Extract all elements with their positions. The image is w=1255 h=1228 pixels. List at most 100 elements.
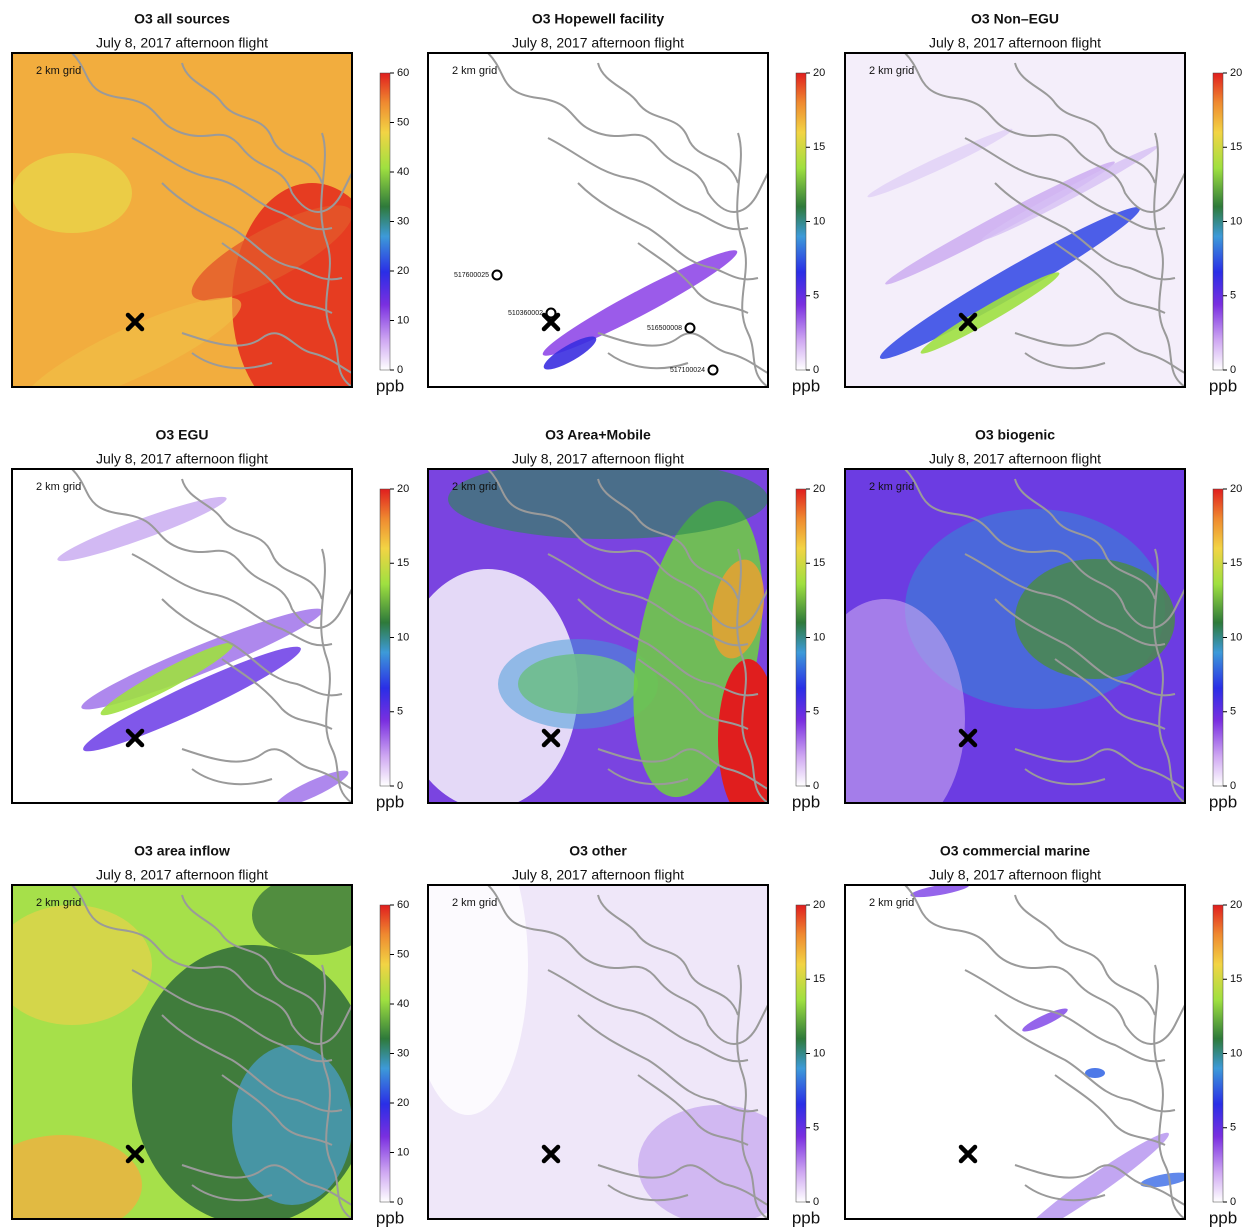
grid-label: 2 km grid [36,481,81,493]
grid-label: 2 km grid [36,897,81,909]
colorbar-tick-label: 10 [1230,215,1242,227]
map [845,469,1185,803]
panel: O3 EGU July 8, 2017 afternoon flight 2 km … [11,427,409,811]
colorbar-unit: ppb [376,1208,404,1227]
concentration-region [1085,1068,1105,1078]
colorbar [795,488,807,787]
concentration-region [12,153,132,233]
site-label: 516500008 [647,325,682,332]
colorbar-tick-label: 0 [1230,364,1236,376]
map [12,53,352,387]
panel-subtitle: July 8, 2017 afternoon flight [96,451,268,467]
concentration-region [232,1045,352,1205]
panel-title: O3 Non–EGU [971,11,1059,27]
flight-marker [125,728,145,748]
colorbar [379,72,391,371]
map [428,53,768,387]
flight-marker [125,312,145,332]
grid-label: 2 km grid [452,897,497,909]
concentration-region [543,336,597,370]
flight-marker [541,312,561,332]
concentration-region [22,297,242,387]
grid-label: 2 km grid [452,65,497,77]
concentration-region [191,205,352,301]
panel-title: O3 Hopewell facility [532,11,664,27]
colorbar-tick-label: 10 [813,215,825,227]
flight-marker [125,1144,145,1164]
colorbar-unit: ppb [376,792,404,811]
map [845,53,1185,387]
map-frame [427,52,769,388]
colorbar-tick-label: 50 [397,116,409,128]
panel-title: O3 area inflow [134,843,230,859]
monitor-site [491,269,503,281]
panel-subtitle: July 8, 2017 afternoon flight [929,451,1101,467]
colorbar-tick-label: 60 [397,67,409,79]
grid-label: 2 km grid [36,65,81,77]
colorbar [1212,904,1224,1203]
colorbar-tick-label: 0 [397,1196,403,1208]
colorbar-tick-label: 0 [397,780,403,792]
colorbar-tick-label: 0 [813,1196,819,1208]
concentration-region [920,272,1060,354]
colorbar-tick-label: 5 [813,1122,819,1134]
colorbar-tick-label: 0 [397,364,403,376]
colorbar-unit: ppb [792,376,820,395]
map-frame [427,884,769,1220]
monitor-site [684,322,696,334]
colorbar-tick-label: 30 [397,215,409,227]
concentration-region [879,207,1141,359]
colorbar-tick-label: 15 [1230,973,1242,985]
colorbar-tick-label: 10 [813,1047,825,1059]
panel-title: O3 EGU [156,427,209,443]
panel-title: O3 Area+Mobile [545,427,651,443]
map-field [845,885,1185,1219]
colorbar-tick-label: 10 [397,1146,409,1158]
concentration-region [100,642,234,716]
colorbar-tick-label: 20 [1230,67,1242,79]
colorbar-tick-label: 0 [1230,780,1236,792]
colorbar-tick-label: 20 [397,483,409,495]
colorbar-tick-label: 20 [813,899,825,911]
panel-title: O3 other [569,843,627,859]
concentration-region [885,161,1115,285]
colorbar-tick-label: 15 [813,141,825,153]
map-frame [427,468,769,804]
colorbar-tick-label: 15 [1230,141,1242,153]
concentration-region [12,1135,142,1219]
panel-subtitle: July 8, 2017 afternoon flight [96,35,268,51]
colorbar-tick-label: 60 [397,899,409,911]
concentration-region [638,1105,768,1219]
grid-label: 2 km grid [869,65,914,77]
panel-subtitle: July 8, 2017 afternoon flight [512,867,684,883]
colorbar [1212,72,1224,371]
grid-label: 2 km grid [452,481,497,493]
colorbar-tick-label: 15 [813,973,825,985]
map-frame [844,884,1186,1220]
concentration-region [275,770,349,803]
colorbar-tick-label: 5 [397,706,403,718]
site-label: 510360002 [508,310,543,317]
concentration-region [867,128,1013,198]
map [428,885,768,1219]
panel: O3 all sources July 8, 2017 afternoon fli… [11,11,409,395]
flight-marker [958,312,978,332]
map-frame [11,52,353,388]
map-frame [844,52,1186,388]
map [12,469,352,803]
concentration-region [448,469,768,539]
grid-label: 2 km grid [869,481,914,493]
map [12,885,352,1219]
colorbar-tick-label: 10 [813,631,825,643]
colorbar-unit: ppb [792,1208,820,1227]
panel-subtitle: July 8, 2017 afternoon flight [512,35,684,51]
colorbar-tick-label: 15 [397,557,409,569]
colorbar-tick-label: 15 [813,557,825,569]
colorbar-tick-label: 20 [813,483,825,495]
concentration-region [252,885,352,955]
colorbar-tick-label: 0 [813,364,819,376]
panel-subtitle: July 8, 2017 afternoon flight [512,451,684,467]
panel-title: O3 commercial marine [940,843,1090,859]
colorbar [1212,488,1224,787]
colorbar-tick-label: 40 [397,998,409,1010]
